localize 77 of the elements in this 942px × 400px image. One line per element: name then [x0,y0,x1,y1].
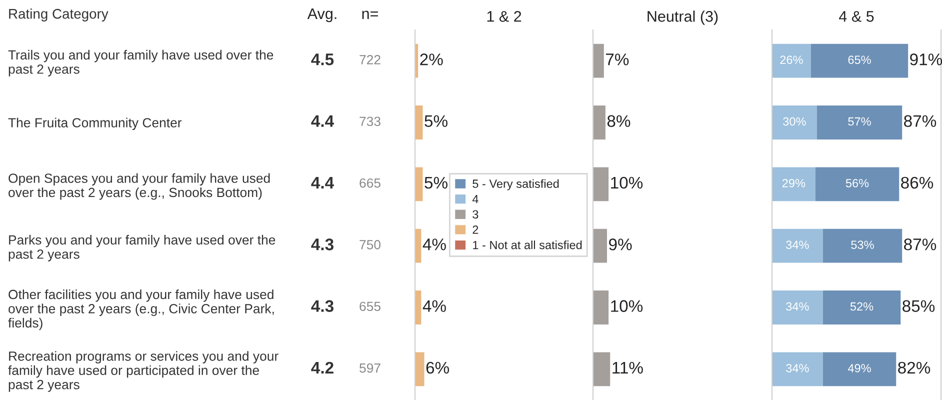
legend-label: 2 [472,226,478,234]
total-label: 85% [902,300,935,312]
text: 655 [360,302,380,312]
data-label: 52% [850,302,874,311]
chart-title: Neutral (3) [648,10,718,25]
text: 4.5 [311,54,334,66]
bar [815,167,900,202]
data-label: 6% [426,362,450,374]
bar [593,106,606,140]
bar [822,352,896,386]
data-label: 56% [846,178,869,188]
data-label: 65% [848,56,871,64]
data-label: 30% [783,117,806,126]
data-label: 5% [424,176,448,189]
bar [772,290,823,324]
data-label: 34% [786,364,809,372]
y-tick-label: Other facilities you and your family have used over the past 2 years (e.g., Civic Center Park, fields) [8,289,274,330]
text: 4.3 [311,238,334,250]
text: 4.4 [311,177,334,188]
bar [822,290,901,324]
bar [593,44,604,78]
data-label: 8% [607,115,630,127]
data-label: 11% [612,362,643,374]
legend-label: 1 - Not at all satisfied [473,240,582,250]
bar [816,106,902,140]
total-label: 91% [910,54,942,66]
bar [772,167,816,202]
y-tick-label: Open Spaces you and your family have used over the past 2 years (e.g., Snooks Bottom) [8,173,270,200]
data-label: 9% [609,238,632,250]
data-label: 29% [782,178,806,188]
y-tick-label: The Fruita Community Center [8,118,182,130]
legend-label: 4 [472,195,478,204]
bar [593,228,608,263]
data-label: 10% [611,300,643,312]
chart-title: 1 & 2 [487,11,522,22]
bar [593,352,610,386]
text: 4.2 [311,362,334,374]
y-tick-label: Parks you and your family have used over the past 2 years [8,234,276,262]
legend-label: 3 [472,210,478,219]
total-label: 87% [904,115,936,127]
text: 597 [360,363,380,373]
data-label: 57% [848,117,871,126]
total-label: 86% [901,176,934,189]
data-label: 34% [786,302,809,311]
data-label: 10% [611,176,643,189]
data-label: 4% [422,238,446,250]
y-tick-label: Recreation programs or services you and your family have used or participated in over the past 2 years [8,351,278,392]
data-label: 7% [606,54,629,66]
total-label: 82% [898,362,930,374]
data-label: 49% [848,364,871,372]
y-axis-title: Rating Category [9,8,108,22]
data-label: 2% [420,54,443,66]
text: 665 [360,178,380,188]
data-label: 5% [424,115,448,127]
bar [772,352,823,386]
text: 733 [360,116,380,126]
data-label: 53% [851,240,874,249]
bar [593,290,609,324]
text: Avg. [307,8,336,22]
data-label: 4% [422,300,446,312]
text: 4.3 [311,300,334,312]
data-label: 26% [780,56,803,64]
text: n= [362,10,378,19]
chart-title: 4 & 5 [839,11,874,22]
data-label: 34% [786,240,809,249]
text: 750 [360,240,380,250]
bar [772,44,811,78]
text: 722 [360,55,380,64]
bar [822,228,902,263]
text: 4.4 [311,115,334,127]
bar [772,106,817,140]
y-tick-label: Trails you and your family have used over the past 2 years [8,50,274,76]
legend-label: 5 - Very satisfied [472,179,559,190]
bar [810,44,908,78]
total-label: 87% [904,238,936,250]
bar [772,228,823,263]
bar [593,167,609,202]
